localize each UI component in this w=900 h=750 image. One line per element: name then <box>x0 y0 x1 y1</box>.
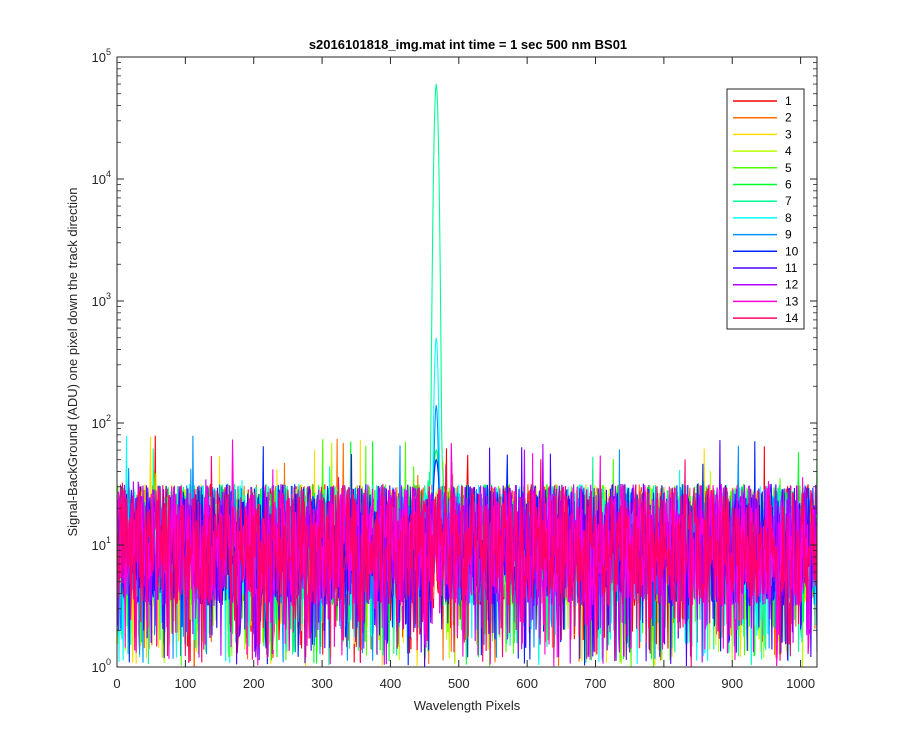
y-tick-base: 10 <box>92 172 106 187</box>
legend-label-11: 11 <box>785 261 798 275</box>
y-tick-exponent: 2 <box>106 413 111 423</box>
x-tick-label: 900 <box>721 676 743 691</box>
legend-label-3: 3 <box>785 127 792 141</box>
x-tick-label: 500 <box>448 676 470 691</box>
y-tick-label: 101 <box>92 535 111 553</box>
legend-label-2: 2 <box>785 111 792 125</box>
legend-label-9: 9 <box>785 228 792 242</box>
series-layer <box>117 84 818 667</box>
y-tick-exponent: 4 <box>106 169 111 179</box>
ticks-layer <box>116 56 817 668</box>
x-tick-label: 800 <box>653 676 675 691</box>
y-tick-base: 10 <box>92 660 106 675</box>
x-tick-label: 700 <box>585 676 607 691</box>
y-tick-exponent: 3 <box>106 291 111 301</box>
legend-label-10: 10 <box>785 244 799 258</box>
legend-label-13: 13 <box>785 294 799 308</box>
y-axis-label: Signal-BackGround (ADU) one pixel down t… <box>65 187 80 536</box>
legend-label-12: 12 <box>785 278 799 292</box>
x-tick-label: 600 <box>516 676 538 691</box>
legend-label-8: 8 <box>785 211 792 225</box>
x-axis-label: Wavelength Pixels <box>414 698 521 713</box>
y-tick-label: 100 <box>92 657 111 675</box>
x-tick-label: 400 <box>380 676 402 691</box>
y-tick-label: 102 <box>92 413 111 431</box>
x-tick-label: 0 <box>113 676 120 691</box>
y-tick-exponent: 1 <box>106 535 111 545</box>
legend-label-14: 14 <box>785 311 799 325</box>
plot-area <box>116 56 818 668</box>
y-tick-base: 10 <box>92 416 106 431</box>
x-tick-label: 1000 <box>786 676 815 691</box>
legend-label-5: 5 <box>785 161 792 175</box>
x-tick-labels: 0 100 200 300 400 500 600 700 800 900 1000 <box>113 676 815 691</box>
series-line-14 <box>117 455 818 667</box>
x-tick-label: 100 <box>175 676 197 691</box>
x-tick-label: 300 <box>311 676 333 691</box>
legend-label-6: 6 <box>785 178 792 192</box>
y-tick-label: 103 <box>92 291 111 309</box>
y-tick-label: 105 <box>92 47 111 65</box>
legend-label-4: 4 <box>785 144 792 158</box>
y-tick-label: 104 <box>92 169 111 187</box>
y-tick-exponent: 5 <box>106 47 111 57</box>
y-tick-exponent: 0 <box>106 657 111 667</box>
y-tick-base: 10 <box>92 50 106 65</box>
legend-box <box>726 88 805 330</box>
chart-title: s2016101818_img.mat int time = 1 sec 500… <box>309 37 627 52</box>
plot-frame <box>116 56 818 668</box>
legend-label-1: 1 <box>785 94 792 108</box>
y-tick-base: 10 <box>92 294 106 309</box>
x-tick-label: 200 <box>243 676 265 691</box>
y-tick-base: 10 <box>92 538 106 553</box>
legend-label-7: 7 <box>785 194 792 208</box>
